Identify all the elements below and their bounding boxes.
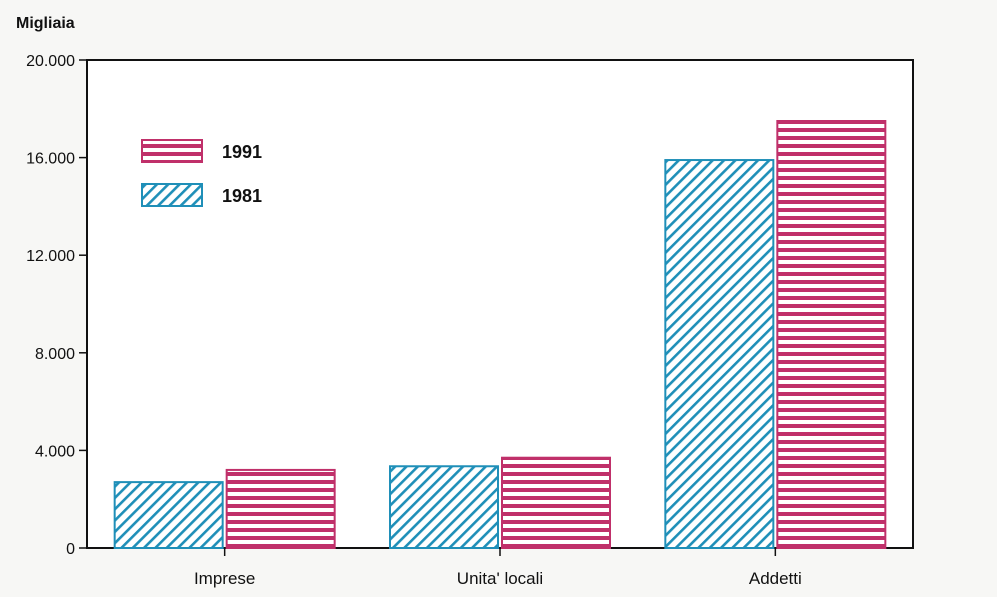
y-tick-label: 8.000: [35, 346, 75, 363]
y-tick-label: 20.000: [26, 53, 75, 70]
bar-1981-2: [664, 159, 775, 549]
legend-label: 1991: [222, 142, 262, 162]
bar-1991-2: [776, 120, 887, 549]
bar-1991-0: [225, 468, 336, 550]
y-tick-label: 16.000: [26, 151, 75, 168]
y-tick-label: 12.000: [26, 248, 75, 265]
bar-1981-0: [113, 481, 224, 549]
legend-label: 1981: [222, 186, 262, 206]
bar-1981-1: [389, 465, 499, 550]
y-axis-ticks: 0 4.000 8.000 12.000 16.000 20.000: [26, 53, 87, 558]
legend-swatch-1981: [141, 183, 203, 207]
bars: [113, 120, 887, 550]
bar-1991-1: [501, 456, 611, 549]
legend: 1991 1981: [141, 139, 262, 207]
x-tick-label: Unita' locali: [457, 569, 543, 588]
y-axis-label: Migliaia: [16, 15, 75, 32]
y-tick-label: 4.000: [35, 443, 75, 460]
legend-swatch-1991: [141, 139, 203, 163]
x-tick-label: Addetti: [749, 569, 802, 588]
plot-frame: [86, 59, 914, 549]
x-axis-ticks: Imprese Unita' locali Addetti: [194, 548, 802, 588]
y-tick-label: 0: [66, 541, 75, 558]
x-tick-label: Imprese: [194, 569, 255, 588]
